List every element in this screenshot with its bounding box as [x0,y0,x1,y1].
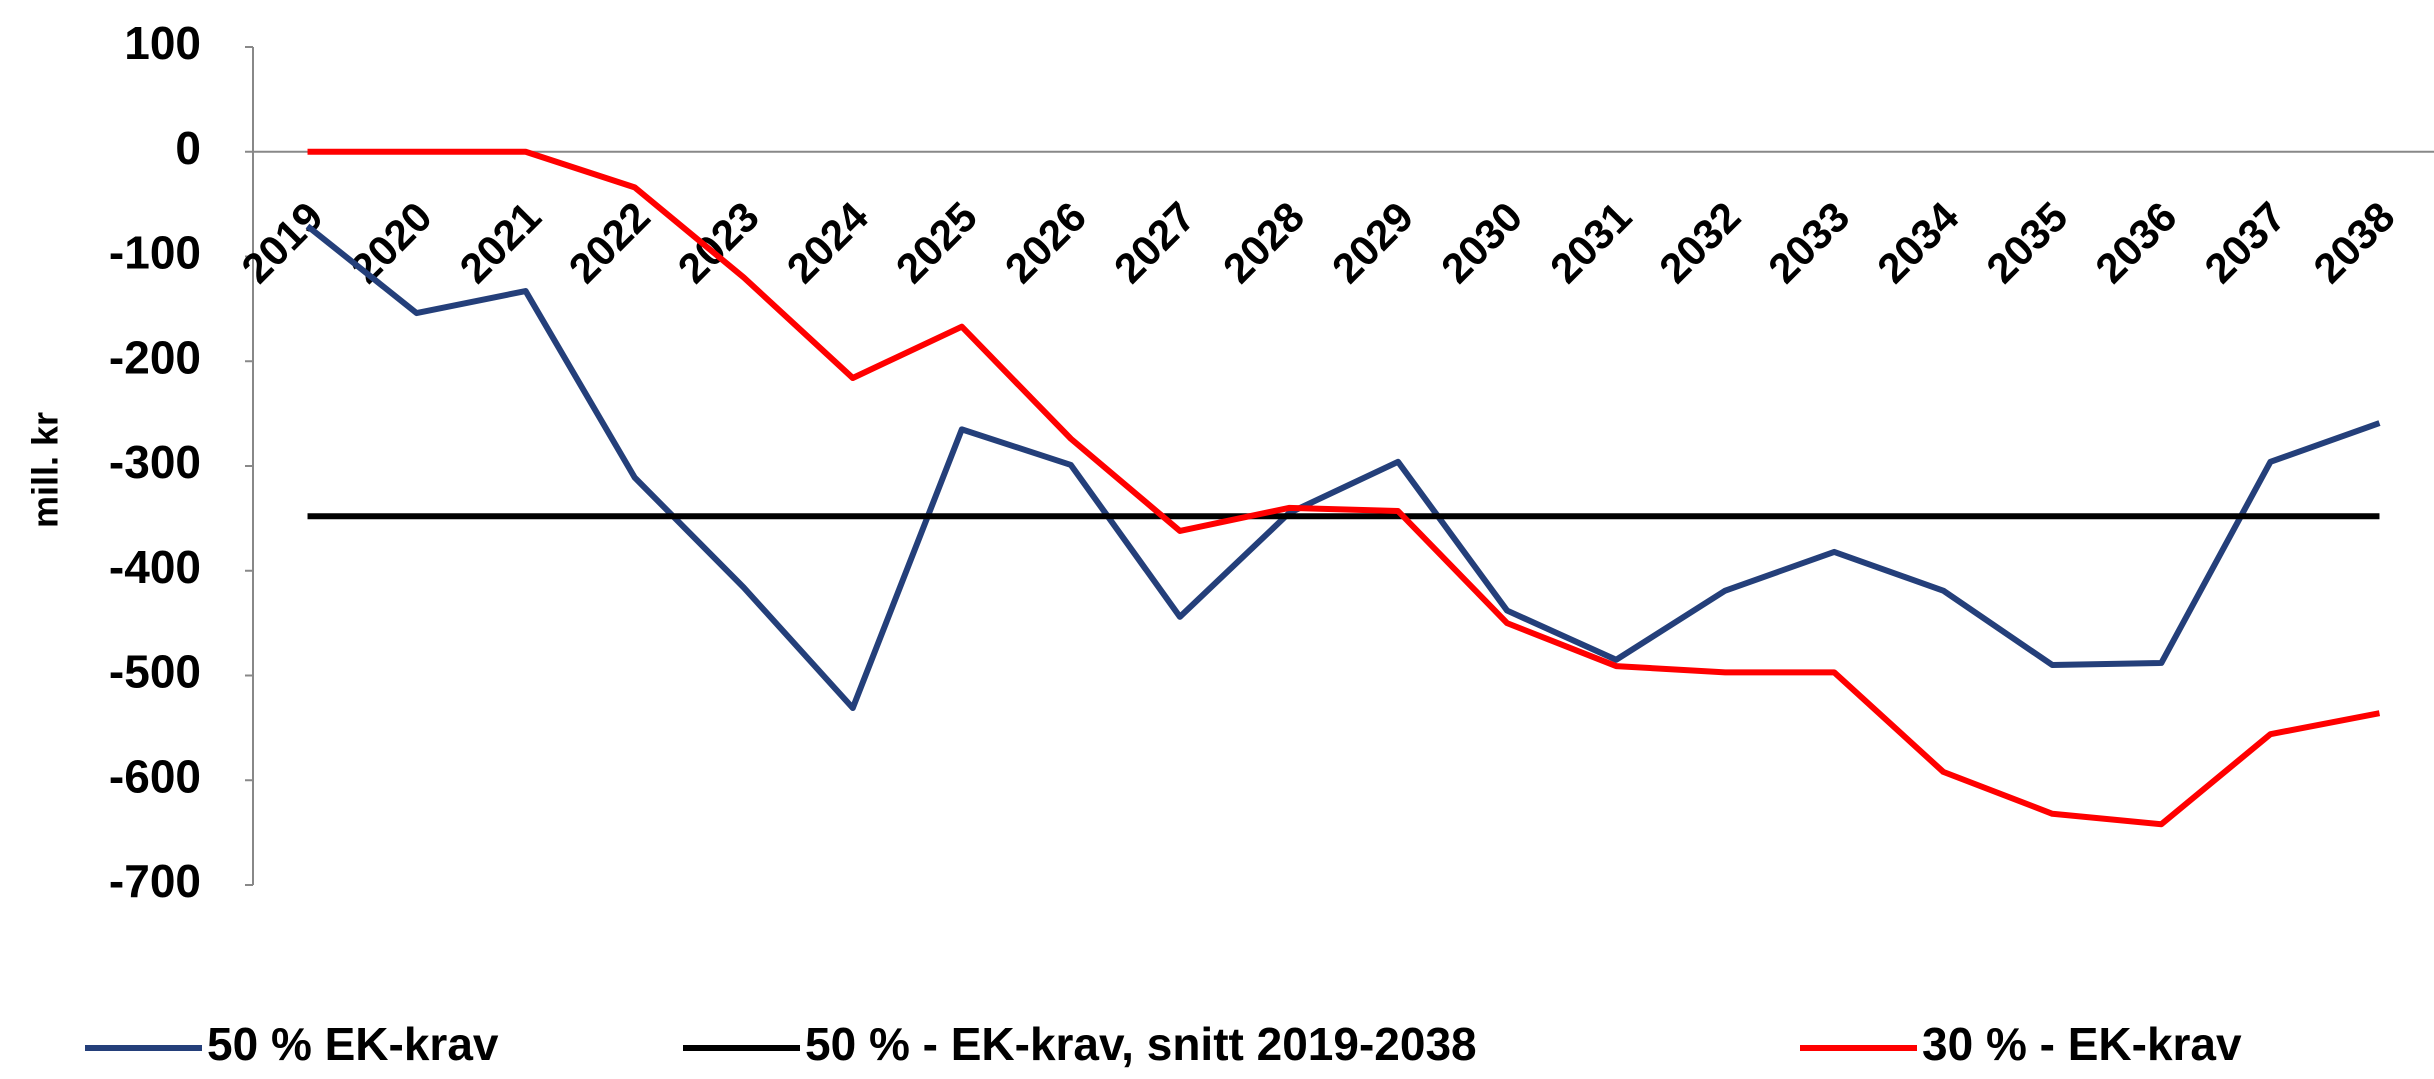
x-tick-label: 2020 [341,193,440,292]
x-tick-label: 2026 [996,193,1095,292]
y-tick-label: -500 [109,646,201,698]
x-tick-label: 2035 [1977,193,2076,292]
x-tick-label: 2023 [669,193,768,292]
x-tick-label: 2036 [2086,193,2185,292]
x-tick-label: 2037 [2195,193,2294,292]
y-tick-label: 0 [175,122,201,174]
y-tick-label: -700 [109,855,201,907]
x-tick-label: 2030 [1432,193,1531,292]
x-tick-label: 2019 [232,193,331,292]
legend-label: 50 % EK-krav [207,1018,499,1070]
x-tick-label: 2038 [2304,193,2403,292]
x-tick-label: 2029 [1323,193,1422,292]
x-tick-label: 2034 [1868,192,1968,292]
series-line [305,223,2381,711]
y-tick-label: -300 [109,436,201,488]
y-axis-label: mill. kr [25,412,66,528]
y-tick-label: -200 [109,331,201,383]
y-tick-label: -400 [109,541,201,593]
x-tick-label: 2033 [1759,193,1858,292]
series-line [307,148,2381,828]
y-tick-label: -100 [109,227,201,279]
x-tick-label: 2031 [1541,193,1640,292]
y-tick-label: -600 [109,750,201,802]
legend-label: 30 % - EK-krav [1922,1018,2242,1070]
x-tick-label: 2028 [1214,193,1313,292]
x-tick-label: 2032 [1650,193,1749,292]
legend-label: 50 % - EK-krav, snitt 2019-2038 [805,1018,1477,1070]
x-tick-label: 2021 [451,193,550,292]
y-tick-label: 100 [124,17,201,69]
x-tick-label: 2025 [887,193,986,292]
x-tick-label: 2024 [778,192,878,292]
x-tick-label: 2022 [560,193,659,292]
x-tick-label: 2027 [1105,193,1204,292]
